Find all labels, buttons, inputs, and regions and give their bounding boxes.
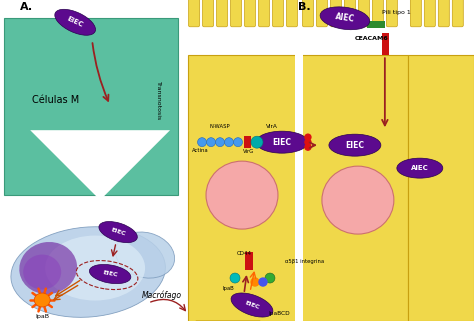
Circle shape bbox=[305, 144, 311, 150]
FancyBboxPatch shape bbox=[300, 55, 408, 321]
Ellipse shape bbox=[320, 7, 370, 30]
FancyBboxPatch shape bbox=[286, 0, 298, 27]
FancyBboxPatch shape bbox=[295, 45, 303, 321]
Ellipse shape bbox=[329, 134, 381, 156]
Ellipse shape bbox=[397, 158, 443, 178]
FancyBboxPatch shape bbox=[217, 0, 228, 27]
Ellipse shape bbox=[90, 265, 131, 284]
Text: Macrófago: Macrófago bbox=[142, 290, 182, 300]
Circle shape bbox=[225, 138, 234, 147]
FancyBboxPatch shape bbox=[230, 0, 241, 27]
FancyBboxPatch shape bbox=[330, 0, 341, 27]
Text: α5β1 integrina: α5β1 integrina bbox=[285, 259, 324, 264]
FancyBboxPatch shape bbox=[245, 0, 255, 27]
Text: EIEC: EIEC bbox=[66, 16, 84, 29]
Ellipse shape bbox=[11, 227, 165, 317]
Circle shape bbox=[207, 138, 216, 147]
Text: EIEC: EIEC bbox=[110, 227, 126, 237]
Ellipse shape bbox=[55, 9, 96, 35]
Ellipse shape bbox=[116, 232, 174, 278]
Circle shape bbox=[305, 139, 311, 145]
FancyBboxPatch shape bbox=[189, 0, 200, 27]
FancyBboxPatch shape bbox=[273, 0, 283, 27]
Text: B.: B. bbox=[298, 2, 310, 12]
Ellipse shape bbox=[45, 236, 145, 300]
FancyBboxPatch shape bbox=[258, 0, 270, 27]
FancyBboxPatch shape bbox=[386, 0, 397, 27]
FancyBboxPatch shape bbox=[302, 0, 313, 27]
Text: VirG: VirG bbox=[243, 149, 255, 154]
Text: AIEC: AIEC bbox=[335, 13, 355, 24]
FancyBboxPatch shape bbox=[408, 55, 474, 321]
Circle shape bbox=[305, 134, 311, 140]
Circle shape bbox=[230, 273, 240, 283]
Text: CD44: CD44 bbox=[237, 251, 252, 256]
FancyBboxPatch shape bbox=[188, 55, 300, 321]
FancyBboxPatch shape bbox=[245, 252, 253, 270]
Ellipse shape bbox=[19, 242, 77, 294]
Circle shape bbox=[259, 278, 267, 286]
Text: EIEC: EIEC bbox=[273, 138, 292, 147]
Text: A.: A. bbox=[20, 2, 33, 12]
Circle shape bbox=[216, 138, 225, 147]
Text: N-WASP: N-WASP bbox=[210, 124, 230, 129]
Circle shape bbox=[198, 138, 207, 147]
Text: Pili tipo 1: Pili tipo 1 bbox=[382, 10, 410, 15]
Ellipse shape bbox=[231, 293, 273, 317]
Text: Transnotosis: Transnotosis bbox=[155, 81, 161, 120]
FancyBboxPatch shape bbox=[345, 0, 356, 27]
FancyBboxPatch shape bbox=[244, 136, 251, 148]
Text: EIEC: EIEC bbox=[346, 141, 365, 150]
FancyBboxPatch shape bbox=[438, 0, 449, 27]
FancyBboxPatch shape bbox=[382, 33, 389, 55]
FancyBboxPatch shape bbox=[317, 0, 328, 27]
FancyBboxPatch shape bbox=[424, 0, 435, 27]
Text: Actina: Actina bbox=[191, 148, 209, 153]
Text: EIEC: EIEC bbox=[244, 300, 260, 310]
Text: IpaB: IpaB bbox=[35, 314, 49, 319]
Text: CEACAM6: CEACAM6 bbox=[355, 36, 389, 41]
Ellipse shape bbox=[99, 221, 137, 243]
Circle shape bbox=[234, 138, 243, 147]
Text: IpaB: IpaB bbox=[222, 286, 234, 291]
Circle shape bbox=[251, 136, 263, 148]
Polygon shape bbox=[30, 130, 170, 200]
FancyBboxPatch shape bbox=[202, 0, 213, 27]
Text: Células M: Células M bbox=[32, 95, 79, 105]
Text: IpaBCD: IpaBCD bbox=[268, 311, 290, 316]
FancyBboxPatch shape bbox=[367, 21, 385, 28]
Circle shape bbox=[251, 278, 259, 286]
Ellipse shape bbox=[34, 293, 50, 307]
FancyBboxPatch shape bbox=[373, 0, 383, 27]
Ellipse shape bbox=[322, 166, 394, 234]
Ellipse shape bbox=[23, 255, 61, 290]
FancyBboxPatch shape bbox=[452, 0, 463, 27]
Text: EIEC: EIEC bbox=[102, 270, 118, 278]
Text: AIEC: AIEC bbox=[411, 165, 428, 171]
Circle shape bbox=[265, 273, 275, 283]
Text: VirA: VirA bbox=[266, 124, 278, 129]
FancyBboxPatch shape bbox=[358, 0, 369, 27]
Ellipse shape bbox=[206, 161, 278, 229]
Ellipse shape bbox=[256, 131, 308, 153]
FancyBboxPatch shape bbox=[410, 0, 421, 27]
FancyBboxPatch shape bbox=[4, 18, 178, 195]
